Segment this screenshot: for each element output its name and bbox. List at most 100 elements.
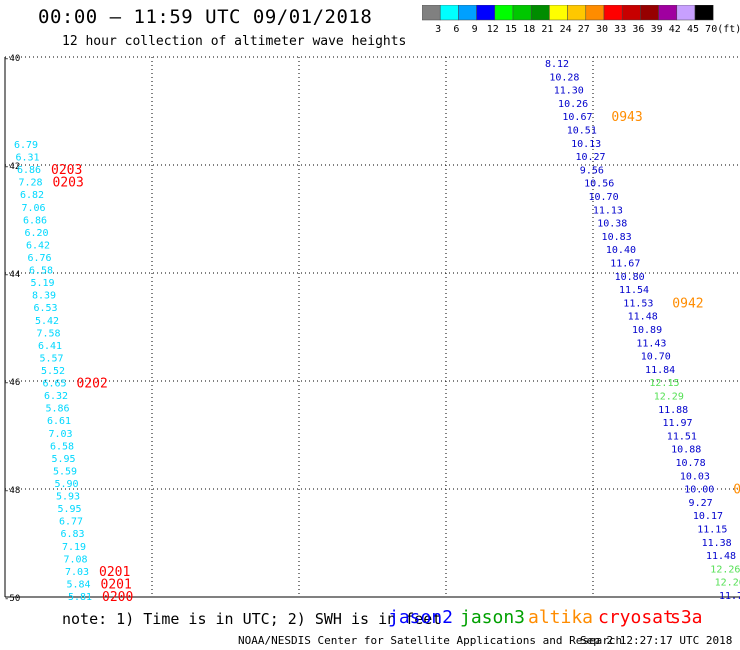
lat-tick-label: -42 <box>4 162 20 172</box>
colorbar-label: 12 <box>487 24 499 35</box>
east-track-value: 10.00 <box>684 485 714 496</box>
colorbar-label: 21 <box>541 24 553 35</box>
colorbar-label: 24 <box>560 24 572 35</box>
west-track-value: 7.08 <box>64 554 88 565</box>
colorbar-swatch <box>694 5 714 21</box>
lat-tick-label: -48 <box>4 486 20 496</box>
west-track-value: 5.93 <box>56 492 80 503</box>
west-track-value: 6.65 <box>43 379 67 390</box>
east-track-value: 11.97 <box>662 418 692 429</box>
colorbar-label: 3 <box>435 24 441 35</box>
west-track-value: 5.81 <box>68 592 92 603</box>
east-track-value: 10.88 <box>671 445 701 456</box>
east-track-value: 10.70 <box>641 352 671 363</box>
west-track-value: 6.32 <box>44 391 68 402</box>
west-track-value: 7.03 <box>49 429 73 440</box>
west-track-value: 6.61 <box>47 416 71 427</box>
west-track-value: 8.39 <box>32 291 56 302</box>
legend-s3a: s3a <box>670 607 703 628</box>
lat-tick-label: -40 <box>4 54 20 64</box>
colorbar-label: 45 <box>687 24 699 35</box>
west-track-value: 6.86 <box>17 165 41 176</box>
west-track-value: 6.82 <box>20 190 44 201</box>
west-track-value: 5.19 <box>31 278 55 289</box>
west-track-value: 6.42 <box>26 240 50 251</box>
west-track-value: 6.31 <box>16 153 40 164</box>
west-track-value: 7.03 <box>65 567 89 578</box>
east-track-value: 11.7 <box>719 591 740 602</box>
west-track-value: 5.57 <box>40 353 64 364</box>
west-track-value: 7.58 <box>37 328 61 339</box>
colorbar-label: 70 <box>705 24 717 35</box>
east-track-value: 12.26 <box>715 578 740 589</box>
east-track-value: 10.27 <box>575 152 605 163</box>
west-track-value: 5.84 <box>67 579 91 590</box>
west-track-value: 6.58 <box>50 441 74 452</box>
east-track-value: 10.80 <box>615 272 645 283</box>
lat-tick-label: -50 <box>4 594 20 604</box>
east-track-time-label: 0942 <box>672 296 703 311</box>
footer-credit: NOAA/NESDIS Center for Satellite Applica… <box>238 634 623 647</box>
west-track-value: 6.86 <box>23 215 47 226</box>
colorbar-label: 42 <box>669 24 681 35</box>
east-track-value: 11.43 <box>636 338 666 349</box>
east-track-value: 9.56 <box>580 165 604 176</box>
west-track-value: 6.53 <box>34 303 58 314</box>
colorbar-label: 15 <box>505 24 517 35</box>
east-track-value: 12.26 <box>710 564 740 575</box>
east-track-time-label: 094 <box>733 483 740 498</box>
west-track-value: 5.90 <box>55 479 79 490</box>
colorbar-label: 6 <box>453 24 459 35</box>
east-track-value: 11.38 <box>702 538 732 549</box>
west-track-time-label: 0200 <box>102 590 133 605</box>
east-track-value: 10.89 <box>632 325 662 336</box>
east-track-value: 10.26 <box>558 99 588 110</box>
legend-altika: altika <box>528 607 594 628</box>
east-track-value: 10.83 <box>602 232 632 243</box>
colorbar-label: 36 <box>632 24 644 35</box>
west-track-time-label: 0201 <box>101 577 132 592</box>
west-track-value: 6.76 <box>28 253 52 264</box>
east-track-value: 10.67 <box>562 112 592 123</box>
east-track-value: 11.84 <box>645 365 675 376</box>
east-track-value: 11.48 <box>706 551 736 562</box>
west-track-value: 7.19 <box>62 542 86 553</box>
west-track-value: 6.79 <box>14 140 38 151</box>
legend-jason2: jason2 <box>388 607 454 628</box>
west-track-value: 6.20 <box>25 228 49 239</box>
legend-note: note: 1) Time is in UTC; 2) SWH is in fe… <box>62 610 442 628</box>
colorbar-unit: (ft) <box>717 24 740 35</box>
wave-height-map: -40-42-44-46-48-50-57-54-51-48-45-606.79… <box>4 54 740 605</box>
west-track-value: 6.58 <box>29 266 53 277</box>
west-track-value: 5.95 <box>58 504 82 515</box>
west-track-value: 6.83 <box>61 529 85 540</box>
east-track-time-label: 0943 <box>611 110 642 125</box>
east-track-value: 12.15 <box>649 378 679 389</box>
west-track-time-label: 0203 <box>51 163 82 178</box>
west-track-time-label: 0201 <box>99 565 130 580</box>
west-track-value: 5.95 <box>52 454 76 465</box>
colorbar-label: 27 <box>578 24 590 35</box>
west-track-value: 5.42 <box>35 316 59 327</box>
lat-tick-label: -46 <box>4 378 20 388</box>
west-track-value: 5.59 <box>53 466 77 477</box>
west-track-value: 7.28 <box>19 178 43 189</box>
east-track-value: 12.29 <box>654 392 684 403</box>
east-track-value: 8.12 <box>545 59 569 70</box>
west-track-value: 7.06 <box>22 203 46 214</box>
map-title: 00:00 – 11:59 UTC 09/01/2018 <box>38 6 373 28</box>
east-track-value: 11.51 <box>667 431 697 442</box>
colorbar-label: 30 <box>596 24 608 35</box>
colorbar-label: 39 <box>651 24 663 35</box>
legend-jason3: jason3 <box>460 607 526 628</box>
east-track-value: 10.38 <box>597 219 627 230</box>
east-track-value: 11.30 <box>554 86 584 97</box>
east-track-value: 11.48 <box>628 312 658 323</box>
east-track-value: 10.03 <box>680 471 710 482</box>
east-track-value: 10.70 <box>589 192 619 203</box>
east-track-value: 10.13 <box>571 139 601 150</box>
east-track-value: 10.40 <box>606 245 636 256</box>
east-track-value: 11.53 <box>623 298 653 309</box>
east-track-value: 9.27 <box>689 498 713 509</box>
west-track-value: 5.86 <box>46 404 70 415</box>
